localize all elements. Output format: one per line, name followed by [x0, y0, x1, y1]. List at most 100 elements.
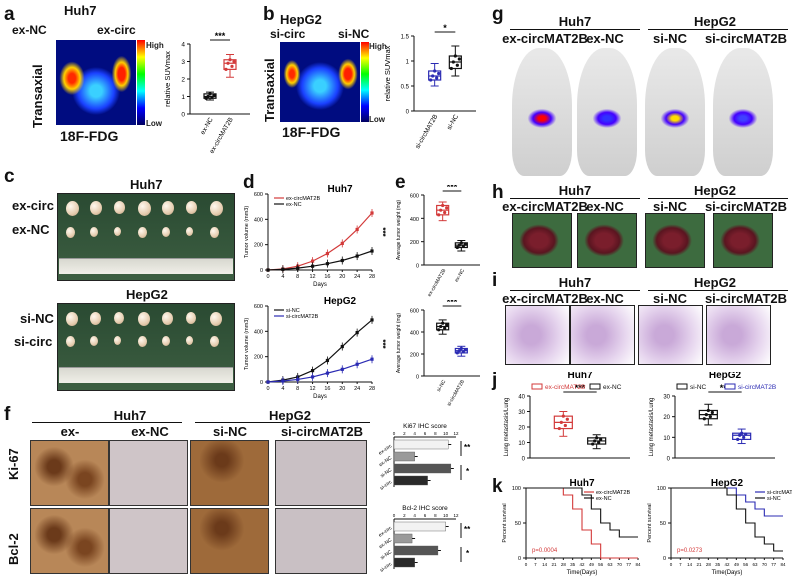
e1-point — [443, 210, 447, 215]
chart-d1: Huh7 0 200 400 600 0 4 8 12 16 20 24 28 Days Tumor vol… — [244, 184, 387, 288]
j2-point — [742, 435, 746, 439]
tumor — [210, 227, 219, 238]
d2-ytick-label: 600 — [254, 304, 263, 310]
j2-point — [740, 431, 744, 435]
panel-i-underline1 — [510, 290, 640, 291]
k2-ylabel: Percent survival — [647, 503, 653, 542]
e2-point — [457, 349, 461, 353]
b_box-ytick-label: 0.5 — [401, 85, 410, 91]
ihc-micrograph — [190, 508, 269, 574]
e2-ytick-label: 200 — [410, 353, 419, 359]
a_box-point — [208, 92, 212, 96]
k2-legend-label: si-NC — [767, 496, 781, 502]
ihc-micrograph — [30, 440, 109, 506]
panel-f-col3: si-NC — [213, 424, 247, 439]
k2-legend-label: si-circMAT2B — [767, 490, 792, 496]
panel-h-group1: Huh7 — [558, 183, 592, 198]
pet-image-a — [56, 40, 136, 125]
b_box-sig: * — [443, 23, 447, 33]
panel-label-h: h — [492, 182, 504, 203]
d1-xtick-label: 20 — [339, 274, 345, 280]
panel-label-e: e — [395, 172, 406, 193]
k2-ytick-label: 100 — [657, 486, 666, 492]
panel-c-title-bottom: HepG2 — [126, 287, 168, 302]
ihc-micrograph — [109, 508, 188, 574]
lung-histology — [570, 305, 635, 365]
f2-xtick-label: 4 — [413, 513, 416, 518]
k1-ytick-label: 100 — [512, 486, 521, 492]
a_box-ylabel: relative SUVmax — [163, 51, 172, 107]
pet-a-right-label: ex-circ — [97, 23, 136, 37]
d1-legend-label: ex-NC — [286, 202, 302, 208]
lung-histology — [505, 305, 570, 365]
b_box-xtick-label: si-circMAT2B — [414, 114, 439, 151]
tumor — [186, 312, 196, 324]
d1-xtick-label: 16 — [324, 274, 330, 280]
e1-point — [457, 243, 461, 247]
panel-f-row2: Bcl-2 — [6, 533, 21, 565]
panel-i-group2: HepG2 — [694, 275, 736, 290]
f1-bar — [393, 439, 449, 450]
panel-f-col2: ex-NC — [131, 424, 169, 439]
tumor — [114, 336, 121, 345]
panel-i-col4: si-circMAT2B — [704, 291, 788, 306]
tumor — [66, 201, 79, 216]
f2-bar — [393, 533, 413, 544]
panel-c-row2: ex-NC — [12, 222, 50, 237]
panel-g-col2: ex-NC — [586, 31, 624, 46]
j2-ytick-label: 0 — [667, 457, 671, 463]
k2-xtick-label: 28 — [706, 562, 712, 567]
k2-xtick-label: 84 — [780, 562, 786, 567]
j1-ytick-label: 20 — [518, 426, 525, 432]
chart-j1: Huh7 0 10 20 30 40 Lung metastasis/Lung ***ex-c… — [504, 372, 630, 463]
mouse-bioluminescence — [577, 48, 637, 176]
panel-h-underline2 — [648, 198, 788, 199]
panel-f-group1: Huh7 — [113, 408, 147, 423]
j1-point — [565, 417, 569, 421]
e2-xtick-label: si-NC — [436, 379, 448, 393]
panel-g-underline1 — [510, 29, 640, 30]
j1-ytick-label: 40 — [518, 395, 525, 401]
panel-i-group1: Huh7 — [558, 275, 592, 290]
tumor — [162, 336, 170, 346]
pet-b-right-label: si-NC — [338, 27, 370, 41]
mouse-bioluminescence — [645, 48, 705, 176]
panel-i-col1: ex-circMAT2B — [502, 291, 588, 306]
pet-b-title: HepG2 — [280, 12, 322, 27]
a_box-point — [232, 59, 236, 64]
f2-xtick-label: 8 — [434, 513, 437, 518]
lung-histology — [706, 305, 771, 365]
panel-label-b: b — [263, 4, 275, 25]
f1-sig1: ** — [464, 443, 471, 452]
f2-title: Bcl-2 IHC score — [402, 505, 448, 512]
panel-g-col3: si-NC — [653, 31, 687, 46]
panel-f-underline1 — [32, 422, 182, 423]
j1-point — [597, 440, 601, 445]
d1-ytick-label: 600 — [254, 192, 263, 198]
panel-h-col3: si-NC — [653, 199, 687, 214]
e2-point — [437, 328, 441, 332]
b_box-point — [457, 57, 461, 61]
ruler-huh7 — [59, 258, 233, 274]
k1-xtick-label: 21 — [551, 562, 557, 567]
tumor — [90, 227, 98, 237]
j1-legend-label: ex-NC — [603, 384, 622, 391]
panel-c-title-top: Huh7 — [130, 177, 163, 192]
k1-xtick-label: 77 — [626, 562, 632, 567]
lung-histology — [638, 305, 703, 365]
chart-b-box: 0 0.5 1 1.5 relative SUVmax si-circMAT2B si-NC… — [383, 23, 476, 151]
e1-sig: *** — [447, 185, 458, 192]
e1-xtick-label: ex-NC — [454, 268, 466, 284]
d2-title: HepG2 — [324, 296, 357, 307]
pet-b-tracer: 18F-FDG — [282, 124, 341, 140]
e2-point — [441, 321, 445, 325]
d2-xtick-label: 12 — [310, 386, 316, 392]
b_box-ylabel: relative SUVmax — [383, 45, 392, 101]
j1-point — [591, 442, 595, 446]
pet-b-high: High — [369, 42, 387, 51]
panel-f-underline2 — [195, 422, 370, 423]
panel-f-row1: Ki-67 — [6, 448, 21, 480]
